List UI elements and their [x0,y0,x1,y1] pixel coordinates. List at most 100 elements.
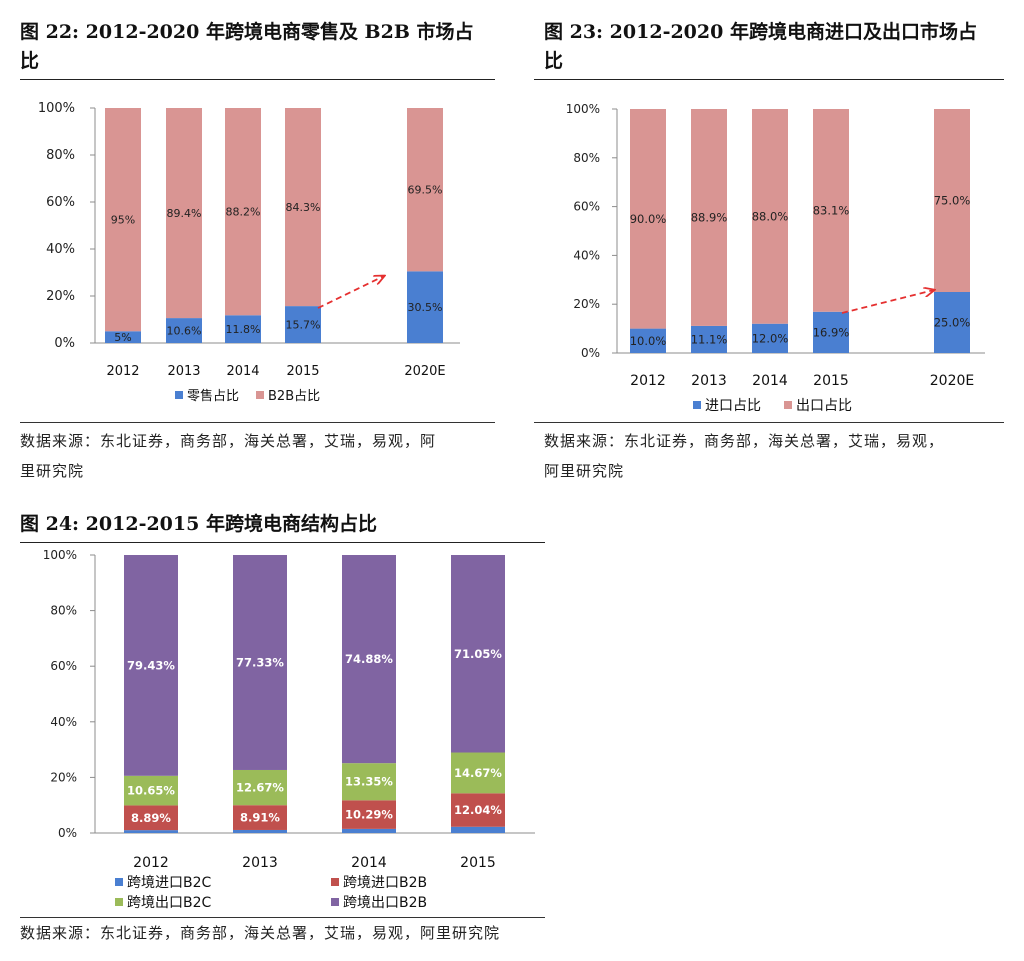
fig22-x-tick-label: 2020E [404,364,445,379]
fig24-bar-segment [124,775,178,806]
fig23-y-tick-label: 40% [573,248,600,262]
fig24-data-label: 10.65% [127,784,175,798]
fig23-legend-label: 出口占比 [796,398,852,414]
fig23-data-label: 25.0% [934,316,971,330]
figure-22-bottom-rule [20,422,495,423]
fig22-y-tick-label: 40% [46,242,75,257]
fig22-x-tick-label: 2014 [226,364,259,379]
fig24-bar-segment [451,826,505,833]
fig22-data-label: 10.6% [167,325,202,338]
fig22-bar-segment [166,318,202,343]
figure-24-bottom-rule [20,917,545,918]
fig24-data-label: 14.67% [454,766,502,780]
fig22-bar-segment [407,271,443,343]
figure-22-source-line1: 数据来源：东北证券，商务部，海关总署，艾瑞，易观，阿 [20,432,437,450]
fig24-bar-segment [342,828,396,833]
figure-23-top-rule [534,79,1004,80]
fig24-x-tick-label: 2013 [242,855,278,871]
fig23-data-label: 11.1% [691,332,728,346]
fig22-x-tick-label: 2015 [286,364,319,379]
fig24-legend-label: 跨境出口B2C [127,895,212,911]
fig22-data-label: 15.7% [286,319,321,332]
fig24-legend-swatch [331,898,339,906]
fig22-y-tick-label: 20% [46,289,75,304]
fig22-data-label: 95% [111,214,135,227]
fig22-bar-segment [285,306,321,343]
fig24-bar-segment [451,752,505,794]
fig22-bar-segment [225,108,261,316]
figure-22-source: 数据来源：东北证券，商务部，海关总署，艾瑞，易观，阿 里研究院 [20,426,500,486]
figure-24-title: 图 24: 2012-2015 年跨境电商结构占比 [20,510,580,539]
figure-23-title: 图 23: 2012-2020 年跨境电商进口及出口市场占 比 [544,18,1014,76]
fig23-data-label: 16.9% [813,325,850,339]
fig24-legend-label: 跨境进口B2C [127,875,212,891]
figure-23-title-line2: 比 [544,50,564,72]
fig22-data-label: 30.5% [408,301,443,314]
fig22-bar-segment [285,108,321,307]
fig22-data-label: 84.3% [286,201,321,214]
fig22-data-label: 88.2% [226,206,261,219]
figure-22-title: 图 22: 2012-2020 年跨境电商零售及 B2B 市场占 比 [20,18,500,76]
fig22-legend-label: B2B占比 [268,389,320,404]
fig22-data-label: 5% [114,331,131,344]
fig24-y-tick-label: 20% [50,770,77,784]
fig22-y-tick-label: 60% [46,195,75,210]
fig23-y-tick-label: 60% [573,200,600,214]
fig23-bar-segment [691,109,727,326]
figure-22-title-line2: 比 [20,50,40,72]
fig22-bar-segment [105,331,141,343]
fig24-data-label: 74.88% [345,652,393,666]
fig23-x-tick-label: 2020E [930,373,974,389]
fig24-bar-segment [233,555,287,770]
fig22-y-tick-label: 0% [54,336,75,351]
fig23-data-label: 12.0% [752,331,789,345]
fig23-y-tick-label: 20% [573,297,600,311]
fig23-bar-segment [934,292,970,353]
fig24-y-tick-label: 100% [43,548,77,562]
fig22-bar-segment [166,108,202,319]
fig23-data-label: 88.0% [752,209,789,223]
fig24-x-tick-label: 2014 [351,855,387,871]
fig24-bar-segment [233,829,287,833]
fig23-data-label: 75.0% [934,194,971,208]
fig24-y-tick-label: 60% [50,659,77,673]
fig24-bar-segment [342,800,396,829]
fig22-x-tick-label: 2012 [106,364,139,379]
fig23-x-tick-label: 2014 [752,373,788,389]
fig23-bar-segment [934,109,970,292]
fig24-bar-segment [124,805,178,831]
fig23-legend-label: 进口占比 [705,398,761,414]
fig23-bar-segment [691,325,727,353]
fig23-y-tick-label: 80% [573,151,600,165]
fig24-legend-label: 跨境进口B2B [343,875,427,891]
fig23-bar-segment [630,109,666,329]
fig24-x-tick-label: 2015 [460,855,496,871]
fig24-bar-segment [451,555,505,753]
fig23-bar-segment [813,109,849,312]
fig22-data-label: 89.4% [167,207,202,220]
fig24-data-label: 79.43% [127,658,175,672]
fig24-bar-segment [124,555,178,776]
fig22-x-tick-label: 2013 [167,364,200,379]
fig24-bar-segment [451,793,505,827]
fig23-x-tick-label: 2013 [691,373,727,389]
fig22-bar-segment [407,108,443,272]
fig23-trend-arrow [841,290,934,314]
fig23-data-label: 90.0% [630,212,667,226]
fig24-bar-segment [342,555,396,764]
fig22-legend-label: 零售占比 [187,388,239,404]
fig24-y-tick-label: 40% [50,715,77,729]
fig22-y-tick-label: 80% [46,148,75,163]
fig22-y-tick-label: 100% [38,101,75,116]
figure-24-title-line1: 图 24: 2012-2015 年跨境电商结构占比 [20,513,377,535]
fig24-legend-swatch [115,878,123,886]
fig24-bar-segment [233,805,287,830]
fig24-data-label: 8.89% [131,811,171,825]
fig23-x-tick-label: 2015 [813,373,849,389]
fig24-y-tick-label: 0% [58,826,77,840]
fig24-data-label: 71.05% [454,647,502,661]
fig22-data-label: 69.5% [408,184,443,197]
fig23-data-label: 83.1% [813,203,850,217]
fig23-y-tick-label: 100% [566,102,600,116]
fig23-legend-swatch [693,401,701,409]
